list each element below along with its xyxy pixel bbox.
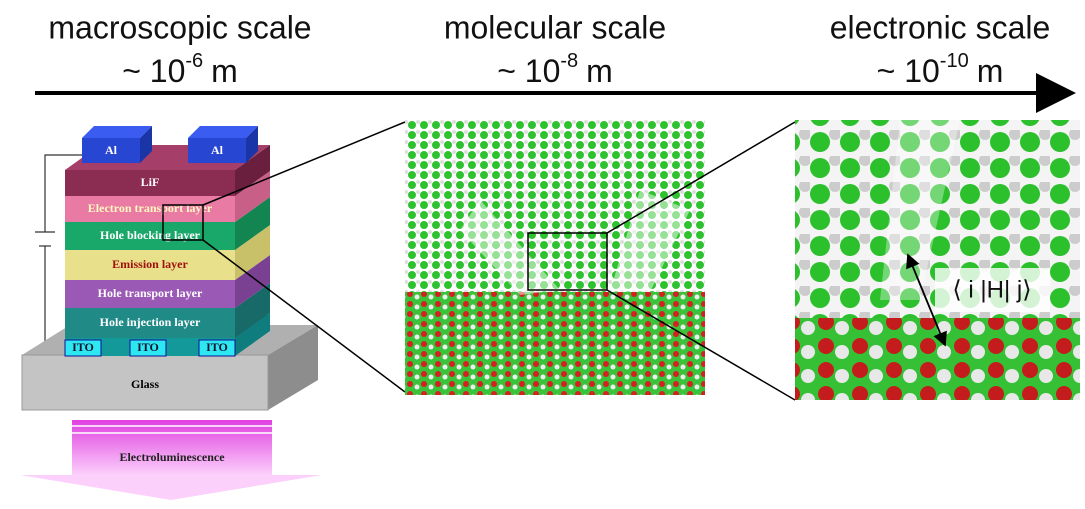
substrate-label: Glass bbox=[131, 377, 159, 391]
ito-label: ITO bbox=[137, 340, 159, 354]
emission-arrow: Electroluminescence bbox=[20, 420, 322, 500]
scale-title: molecular scale bbox=[444, 9, 666, 45]
diagram: macroscopic scale ~ 10-6m molecular scal… bbox=[0, 0, 1085, 504]
electrode-label: Al bbox=[105, 143, 118, 157]
page: {"scales": [ {"title": "macroscopic scal… bbox=[0, 0, 1085, 504]
layer-label: LiF bbox=[141, 175, 160, 189]
emission-label: Electroluminescence bbox=[119, 450, 225, 464]
scale-title: electronic scale bbox=[830, 9, 1051, 45]
layer-label: Electron transport layer bbox=[88, 201, 213, 215]
ito-label: ITO bbox=[206, 340, 228, 354]
layer-label: Hole transport layer bbox=[98, 286, 203, 300]
ito-label: ITO bbox=[72, 340, 94, 354]
annotation: ⟨ i |H| j⟩ bbox=[952, 276, 1031, 303]
layer-stack: Hole injection layer Hole transport laye… bbox=[65, 145, 270, 338]
electronic-panel bbox=[795, 120, 1080, 400]
ito-group: ITO ITO ITO bbox=[65, 340, 235, 356]
electrode-label: Al bbox=[211, 143, 224, 157]
layer-label: Emission layer bbox=[112, 257, 188, 271]
layer-label: Hole injection layer bbox=[100, 315, 201, 329]
scale-title: macroscopic scale bbox=[48, 9, 311, 45]
molecular-panel bbox=[405, 120, 705, 395]
